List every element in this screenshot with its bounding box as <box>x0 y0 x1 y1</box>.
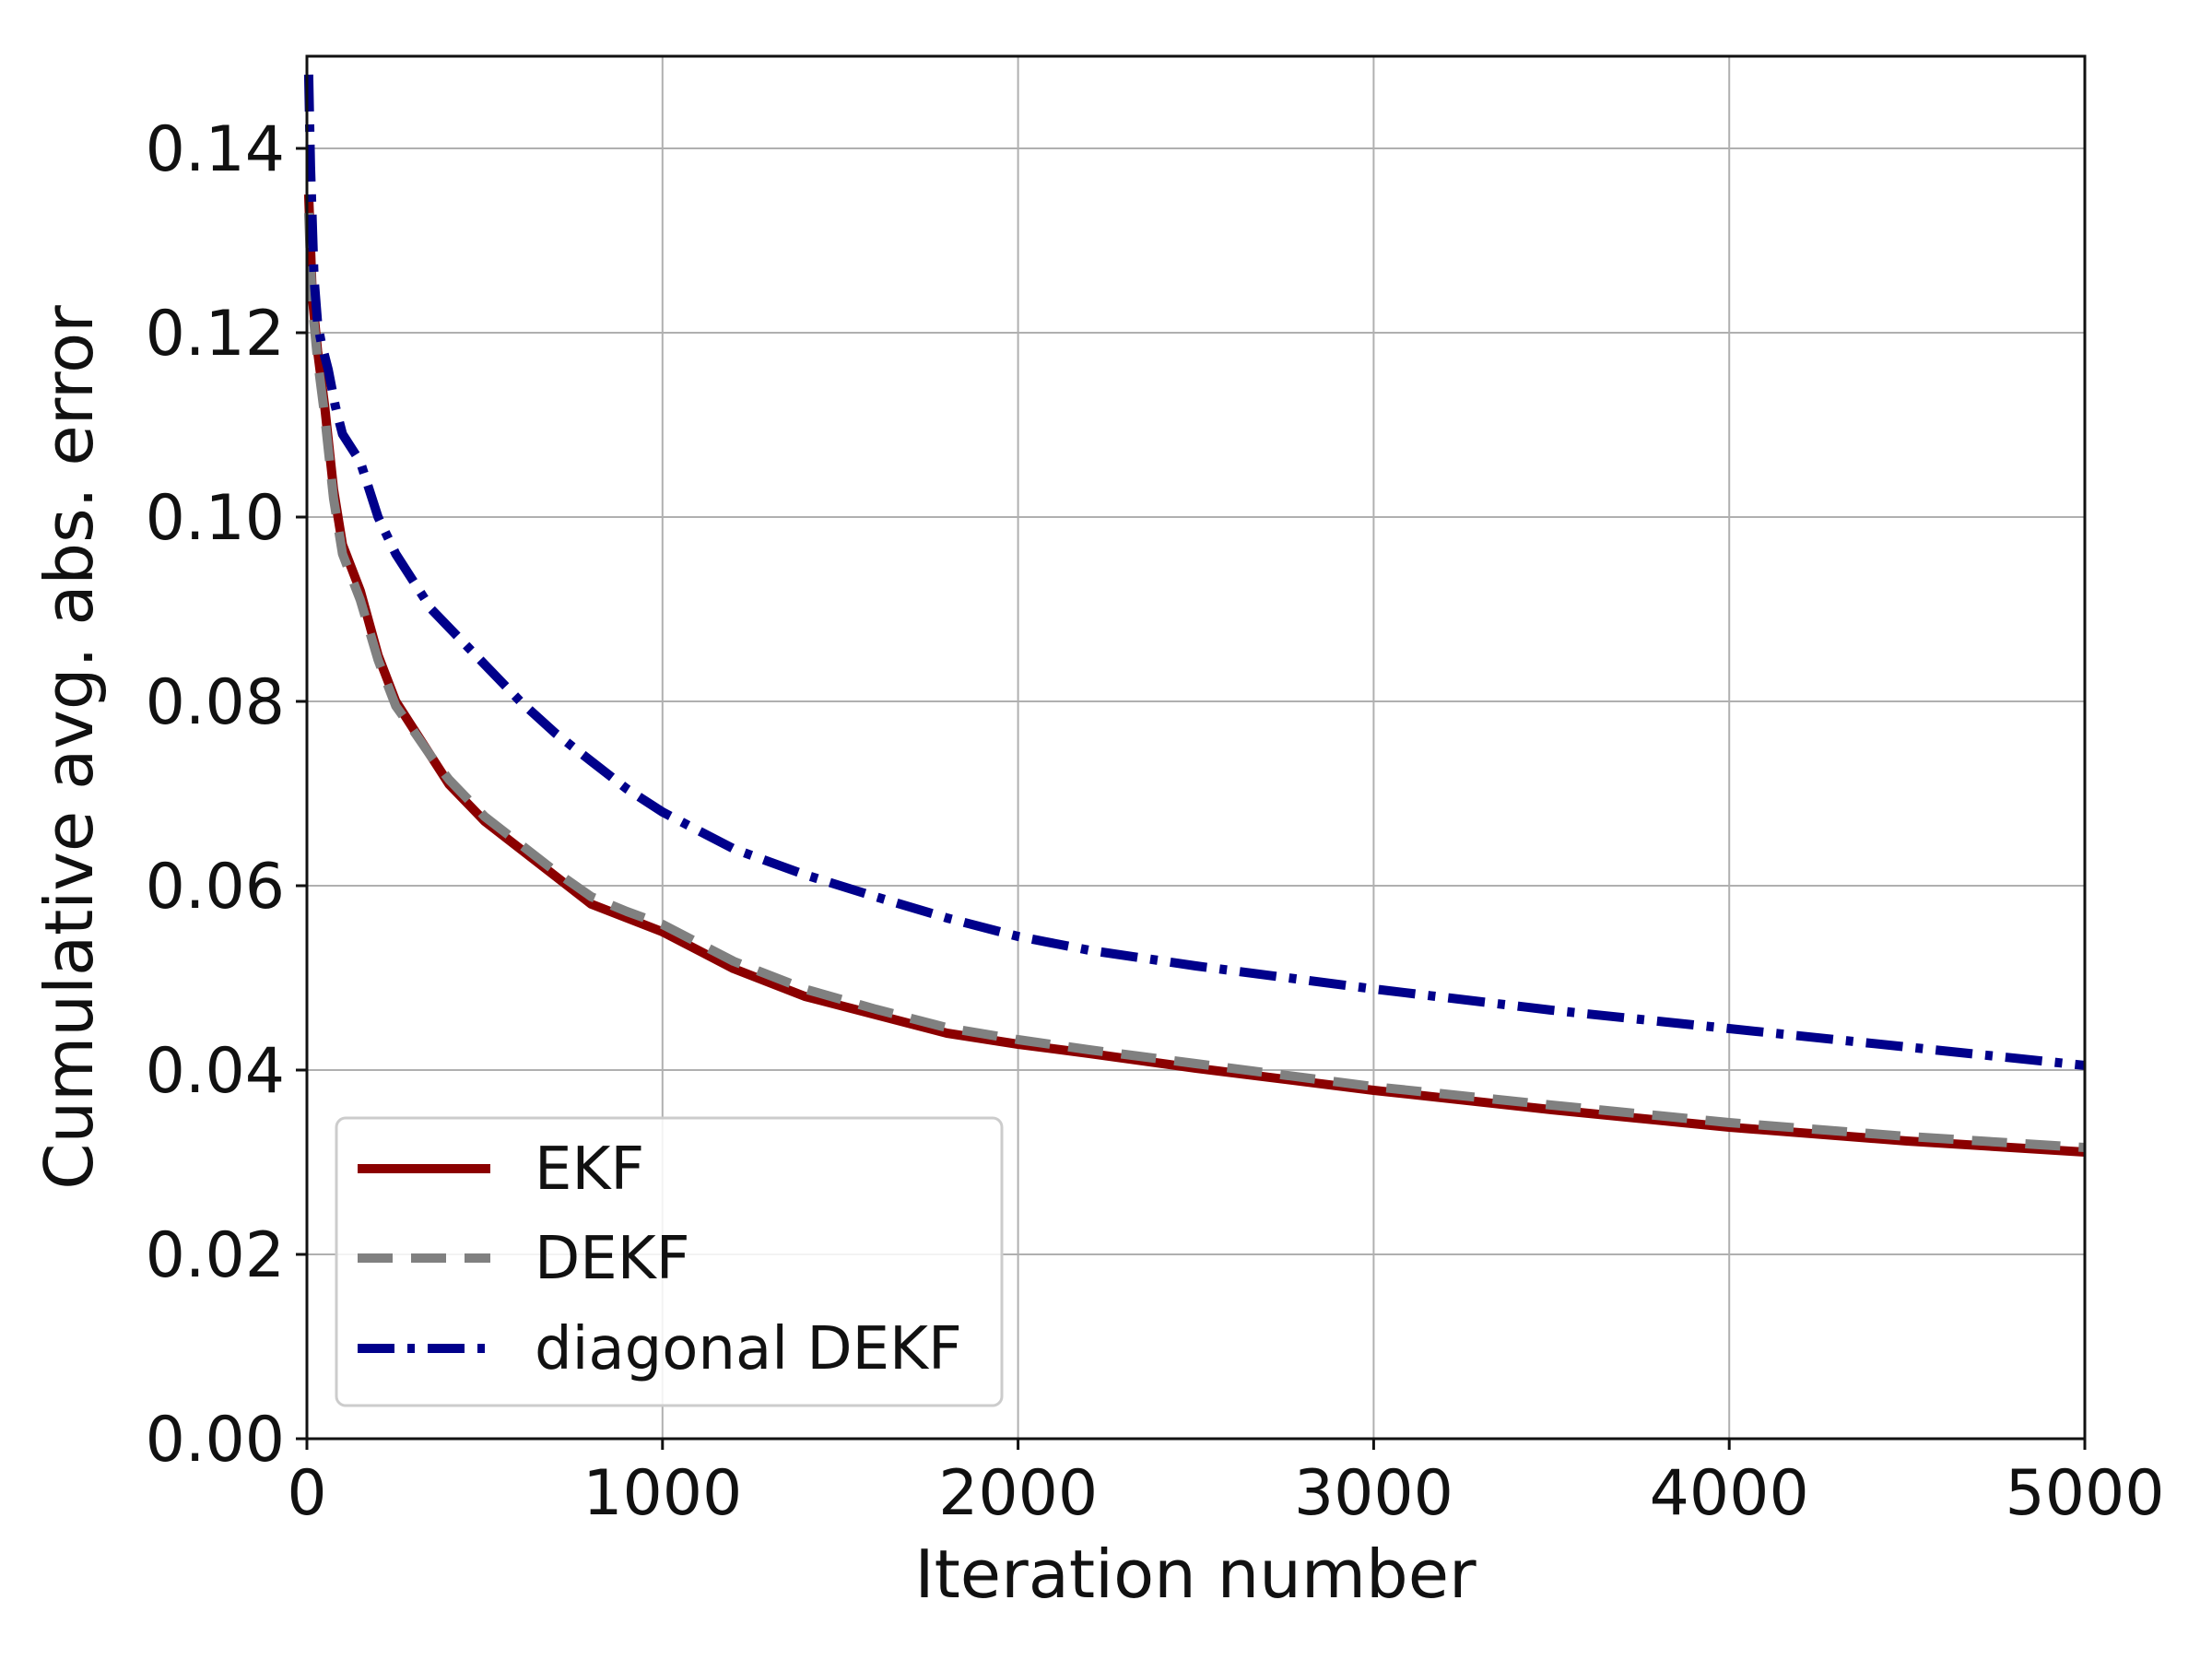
y-tick-label: 0.00 <box>146 1404 285 1477</box>
x-axis-label: Iteration number <box>914 1535 1477 1613</box>
legend-label-dekf: DEKF <box>535 1225 690 1293</box>
series-line-dekf <box>303 212 2086 1152</box>
plot-frame <box>305 54 2087 1441</box>
legend-label-diagonal-dekf: diagonal DEKF <box>535 1315 962 1383</box>
y-tick-label: 0.04 <box>146 1035 285 1108</box>
x-tick-label: 2000 <box>938 1457 1098 1530</box>
y-tick-label: 0.12 <box>146 298 285 371</box>
series-line-diagonal-dekf <box>303 74 2086 1070</box>
y-axis-label: Cumulative avg. abs. error <box>30 305 108 1190</box>
x-tick-label: 3000 <box>1294 1457 1453 1530</box>
legend: EKF DEKF diagonal DEKF <box>335 1116 1004 1407</box>
y-tick-label: 0.08 <box>146 666 285 739</box>
x-tick-label: 0 <box>287 1457 326 1530</box>
axis-ticks: 0 1000 2000 3000 4000 5000 0.00 0.02 0.04 0.06 0.0… <box>146 113 2165 1530</box>
series-lines <box>303 74 2086 1157</box>
x-tick-label: 5000 <box>2005 1457 2164 1530</box>
legend-box <box>335 1116 1004 1407</box>
y-tick-label: 0.06 <box>146 851 285 924</box>
legend-label-ekf: EKF <box>535 1135 644 1204</box>
x-tick-label: 1000 <box>582 1457 742 1530</box>
y-tick-label: 0.02 <box>146 1219 285 1292</box>
y-tick-label: 0.10 <box>146 482 285 555</box>
x-tick-label: 4000 <box>1650 1457 1809 1530</box>
y-tick-label: 0.14 <box>146 113 285 186</box>
